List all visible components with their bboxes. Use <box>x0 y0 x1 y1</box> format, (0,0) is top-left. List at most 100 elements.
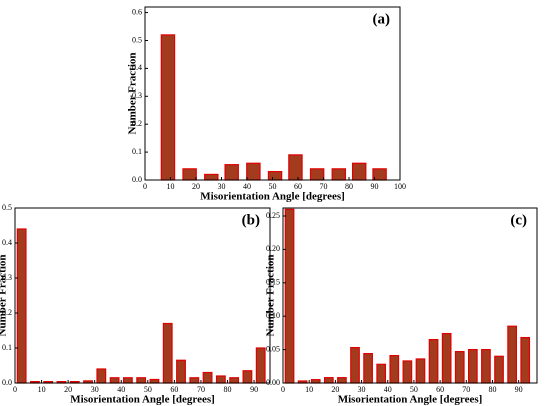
y-tick-label: 0.25 <box>266 211 280 220</box>
x-tick-label: 10 <box>305 385 313 394</box>
x-tick-label: 40 <box>117 385 125 394</box>
y-tick-label: 0.4 <box>132 63 142 72</box>
bar <box>351 162 367 181</box>
bar <box>288 154 303 181</box>
x-tick-label: 50 <box>269 182 277 191</box>
x-tick-label: 70 <box>320 182 328 191</box>
y-axis-label: Number Fraction <box>0 255 9 337</box>
x-tick-label: 60 <box>436 385 444 394</box>
plot-frame <box>14 207 271 384</box>
y-tick-label: 0.6 <box>132 7 142 16</box>
bar <box>309 168 325 181</box>
bar <box>246 162 261 181</box>
x-tick-label: 10 <box>167 182 175 191</box>
x-axis-label: Misorientation Angle [degrees] <box>338 394 483 406</box>
bar <box>467 349 478 384</box>
bar <box>454 351 465 384</box>
x-tick-label: 90 <box>371 182 379 191</box>
bar <box>224 164 239 181</box>
x-tick-label: 0 <box>13 385 17 394</box>
bar <box>136 377 147 384</box>
y-tick-label: 0.15 <box>266 278 280 287</box>
x-tick-label: 60 <box>294 182 302 191</box>
bar <box>402 360 413 384</box>
bar <box>323 377 334 384</box>
x-axis-label: Misorientation Angle [degrees] <box>70 394 215 406</box>
x-tick-label: 20 <box>331 385 339 394</box>
bar <box>310 379 321 384</box>
bar <box>331 168 347 181</box>
y-tick-label: 0.05 <box>266 344 280 353</box>
x-tick-label: 0 <box>281 385 285 394</box>
y-axis-label: Number Fraction <box>127 53 139 135</box>
x-tick-label: 30 <box>218 182 226 191</box>
bar <box>350 346 360 384</box>
x-tick-label: 60 <box>170 385 178 394</box>
bar <box>415 358 426 384</box>
bar <box>520 336 531 384</box>
x-tick-label: 40 <box>384 385 392 394</box>
y-tick-label: 0.0 <box>132 175 142 184</box>
x-tick-label: 100 <box>394 182 406 191</box>
y-tick-label: 0.10 <box>266 311 280 320</box>
bar <box>428 338 439 384</box>
x-tick-label: 90 <box>250 385 258 394</box>
x-tick-label: 80 <box>488 385 496 394</box>
panel-annotation: (c) <box>510 212 527 228</box>
bar <box>160 34 176 181</box>
y-tick-label: 0.1 <box>132 147 142 156</box>
bar <box>189 377 200 384</box>
bar <box>202 371 213 384</box>
bar <box>16 228 27 384</box>
x-tick-label: 20 <box>192 182 200 191</box>
y-tick-label: 0.0 <box>2 378 12 387</box>
x-tick-label: 50 <box>410 385 418 394</box>
y-tick-label: 0.00 <box>266 378 280 387</box>
bar <box>149 378 160 384</box>
bar <box>204 173 219 181</box>
x-tick-label: 0 <box>143 182 147 191</box>
bar <box>182 168 197 181</box>
plot-frame <box>282 207 538 384</box>
x-axis-label: Misorientation Angle [degrees] <box>200 191 345 203</box>
x-tick-label: 70 <box>462 385 470 394</box>
y-tick-label: 0.20 <box>266 244 280 253</box>
bar <box>229 377 240 384</box>
x-tick-label: 10 <box>38 385 46 394</box>
y-tick-label: 0.2 <box>132 119 142 128</box>
y-tick-label: 0.5 <box>2 203 12 212</box>
bar <box>215 375 226 384</box>
bar <box>96 368 107 384</box>
bar <box>255 347 266 384</box>
bar <box>162 322 173 384</box>
x-tick-label: 80 <box>345 182 353 191</box>
bar <box>376 363 387 384</box>
x-tick-label: 90 <box>515 385 523 394</box>
x-tick-label: 30 <box>358 385 366 394</box>
plot-frame <box>144 6 401 181</box>
bar <box>507 325 517 384</box>
y-tick-label: 0.2 <box>2 308 12 317</box>
y-tick-label: 0.5 <box>132 35 142 44</box>
bar <box>176 359 186 384</box>
panel-annotation: (b) <box>242 212 260 228</box>
bar <box>441 332 452 384</box>
x-tick-label: 40 <box>243 182 251 191</box>
bar <box>494 355 504 384</box>
bar <box>267 171 283 181</box>
y-tick-label: 0.1 <box>2 343 12 352</box>
y-tick-label: 0.3 <box>132 91 142 100</box>
x-tick-label: 30 <box>91 385 99 394</box>
panel-annotation: (a) <box>373 11 391 27</box>
x-tick-label: 50 <box>144 385 152 394</box>
y-tick-label: 0.3 <box>2 273 12 282</box>
bar <box>284 208 295 384</box>
y-tick-label: 0.4 <box>2 238 12 247</box>
y-axis-label: Number Fraction <box>265 255 277 337</box>
bar <box>109 377 120 384</box>
bar <box>363 353 373 384</box>
bar <box>242 370 253 384</box>
x-tick-label: 20 <box>64 385 72 394</box>
bar <box>122 377 133 384</box>
